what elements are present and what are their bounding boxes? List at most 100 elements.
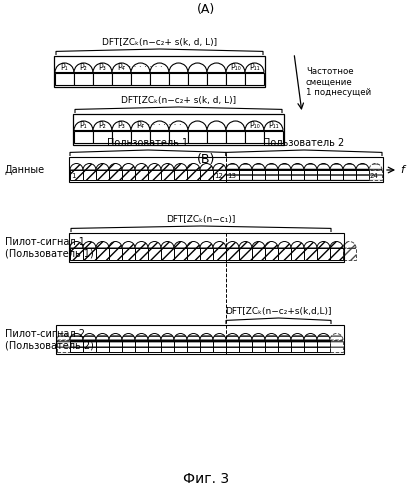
Wedge shape — [135, 242, 148, 248]
Text: 13: 13 — [227, 173, 236, 179]
Text: Частотное
смещение
1 поднесущей: Частотное смещение 1 поднесущей — [306, 67, 371, 97]
Bar — [317, 340, 330, 352]
Wedge shape — [131, 121, 150, 130]
Text: Пользователь 2: Пользователь 2 — [263, 138, 344, 148]
Bar — [161, 340, 174, 352]
Text: DFT[ZCₖ(n−c₁)]: DFT[ZCₖ(n−c₁)] — [166, 215, 236, 224]
Bar — [93, 130, 112, 143]
Bar — [74, 130, 93, 143]
Text: P₁₁: P₁₁ — [268, 120, 279, 130]
Bar — [200, 170, 213, 180]
Bar — [148, 340, 161, 352]
Bar — [112, 72, 131, 85]
Bar — [57, 340, 70, 352]
Bar — [317, 170, 330, 180]
Wedge shape — [291, 164, 304, 170]
Bar — [304, 248, 317, 260]
Bar — [330, 248, 343, 260]
Wedge shape — [83, 164, 96, 170]
Bar — [161, 340, 174, 352]
Text: Данные: Данные — [5, 165, 45, 175]
Bar — [343, 248, 356, 260]
Text: P₄: P₄ — [137, 120, 144, 130]
Bar — [74, 72, 93, 85]
Wedge shape — [278, 334, 291, 340]
Wedge shape — [93, 63, 112, 72]
Wedge shape — [112, 63, 131, 72]
Wedge shape — [187, 334, 200, 340]
Wedge shape — [239, 334, 252, 340]
Wedge shape — [187, 164, 200, 170]
Bar — [291, 170, 304, 180]
Bar — [226, 248, 239, 260]
Bar — [135, 248, 148, 260]
Bar — [252, 170, 265, 180]
Text: P₂: P₂ — [98, 120, 106, 130]
Bar — [252, 248, 265, 260]
Bar — [69, 157, 383, 182]
Wedge shape — [239, 242, 252, 248]
Bar — [122, 170, 135, 180]
Bar — [56, 325, 344, 354]
Wedge shape — [70, 164, 83, 170]
Wedge shape — [122, 334, 135, 340]
Bar — [150, 130, 169, 143]
Text: Фиг. 3: Фиг. 3 — [183, 472, 229, 486]
Bar — [226, 170, 239, 180]
Bar — [161, 248, 174, 260]
Bar — [213, 340, 226, 352]
Bar — [83, 248, 96, 260]
Bar — [317, 340, 330, 352]
Bar — [122, 248, 135, 260]
Bar — [109, 170, 122, 180]
Wedge shape — [148, 334, 161, 340]
Wedge shape — [200, 164, 213, 170]
Bar — [213, 340, 226, 352]
Wedge shape — [265, 242, 278, 248]
Wedge shape — [317, 242, 330, 248]
Bar — [161, 248, 174, 260]
Bar — [109, 170, 122, 180]
Wedge shape — [252, 164, 265, 170]
Wedge shape — [226, 63, 245, 72]
Text: Пилот-сигнал 1
(Пользователь 1): Пилот-сигнал 1 (Пользователь 1) — [5, 237, 94, 259]
Wedge shape — [188, 121, 207, 130]
Bar — [83, 170, 96, 180]
Wedge shape — [330, 334, 343, 340]
Wedge shape — [278, 164, 291, 170]
Bar — [112, 130, 131, 143]
Wedge shape — [74, 121, 93, 130]
Text: DFT[ZCₖ(n−c₂+ s(k, d, L)]: DFT[ZCₖ(n−c₂+ s(k, d, L)] — [102, 38, 217, 47]
Bar — [122, 340, 135, 352]
Bar — [369, 170, 382, 180]
Text: · · · · · · · · ·: · · · · · · · · · — [118, 62, 163, 72]
Bar — [265, 248, 278, 260]
Text: (B): (B) — [197, 153, 215, 166]
Wedge shape — [304, 334, 317, 340]
Wedge shape — [70, 334, 83, 340]
Wedge shape — [83, 334, 96, 340]
Wedge shape — [169, 63, 188, 72]
Bar — [69, 233, 344, 262]
Wedge shape — [226, 334, 239, 340]
Bar — [265, 170, 278, 180]
Bar — [278, 340, 291, 352]
Bar — [330, 340, 343, 352]
Bar — [70, 340, 83, 352]
Bar — [188, 72, 207, 85]
Bar — [317, 248, 330, 260]
Wedge shape — [187, 242, 200, 248]
Bar — [356, 170, 369, 180]
Bar — [239, 340, 252, 352]
Wedge shape — [304, 164, 317, 170]
Bar — [343, 248, 356, 260]
Text: 24: 24 — [370, 173, 379, 179]
Wedge shape — [96, 334, 109, 340]
Bar — [278, 248, 291, 260]
Bar — [96, 340, 109, 352]
Bar — [174, 170, 187, 180]
Bar — [83, 340, 96, 352]
Wedge shape — [213, 334, 226, 340]
Wedge shape — [96, 242, 109, 248]
Bar — [213, 170, 226, 180]
